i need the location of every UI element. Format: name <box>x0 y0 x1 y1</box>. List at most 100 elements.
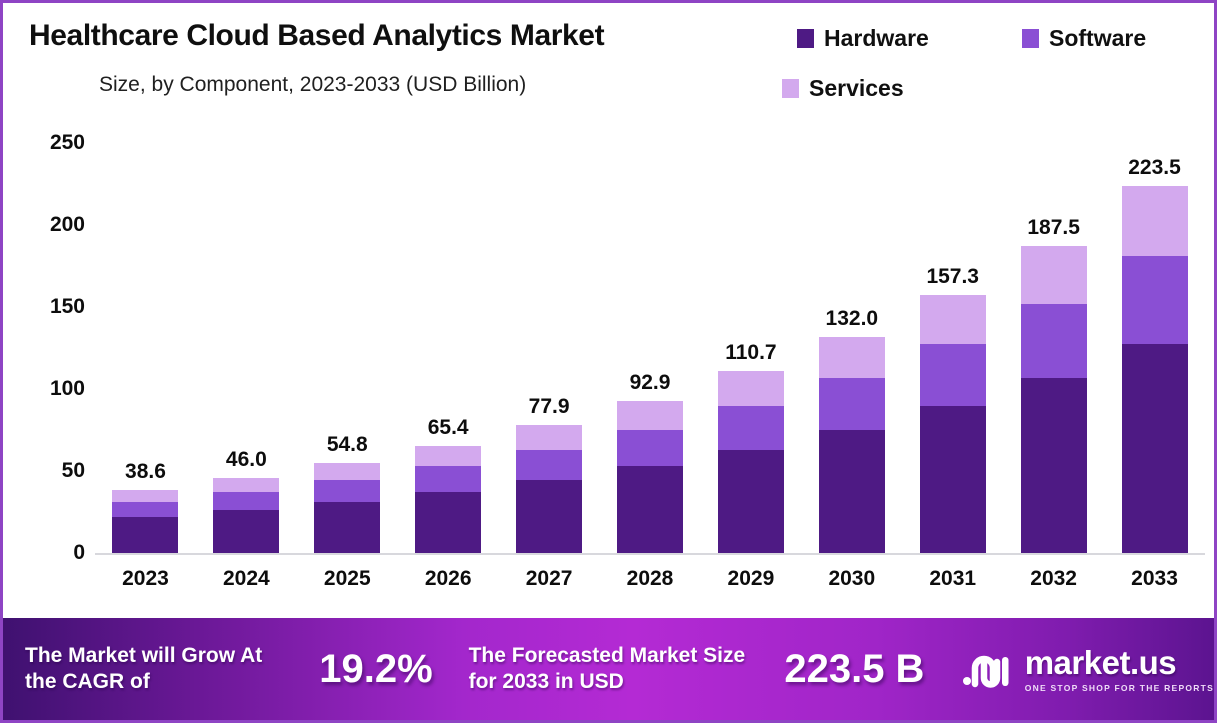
bar-segment-hardware[interactable] <box>213 510 280 553</box>
bar-segment-software[interactable] <box>818 377 885 430</box>
brand-logo: market.us ONE STOP SHOP FOR THE REPORTS <box>961 646 1214 693</box>
legend-swatch-icon <box>782 79 799 98</box>
bar-segment-software[interactable] <box>919 343 986 406</box>
bar-segment-services[interactable] <box>213 477 280 492</box>
bar-segment-hardware[interactable] <box>415 491 482 553</box>
stacked-bar[interactable] <box>919 295 986 553</box>
bar-segment-hardware[interactable] <box>112 516 179 553</box>
stacked-bar[interactable] <box>717 371 784 553</box>
bar-group: 54.8 <box>314 115 381 553</box>
stacked-bar[interactable] <box>213 477 280 553</box>
page-title: Healthcare Cloud Based Analytics Market <box>29 19 605 52</box>
stacked-bar[interactable] <box>112 489 179 553</box>
bar-segment-hardware[interactable] <box>617 466 683 553</box>
x-axis-tick-label: 2032 <box>1030 567 1077 590</box>
cagr-value: 19.2% <box>319 646 433 691</box>
bar-group: 187.5 <box>1020 115 1087 554</box>
y-axis-tick-label: 100 <box>49 377 85 400</box>
bar-segment-software[interactable] <box>415 466 482 492</box>
bar-total-label: 46.0 <box>225 447 267 471</box>
cagr-label: The Market will Grow At the CAGR of <box>25 644 263 693</box>
market-us-logo-icon <box>961 648 1015 690</box>
legend-item-software: Software <box>1022 25 1146 52</box>
bar-segment-hardware[interactable] <box>1121 344 1188 553</box>
bar-segment-services[interactable] <box>112 489 179 502</box>
bar-segment-hardware[interactable] <box>314 501 381 553</box>
bar-segment-hardware[interactable] <box>717 449 784 553</box>
bar-segment-hardware[interactable] <box>919 405 986 553</box>
x-axis-tick-label: 2024 <box>223 567 270 590</box>
legend-label: Services <box>809 75 904 101</box>
x-axis-tick-label: 2027 <box>525 567 573 590</box>
bar-segment-software[interactable] <box>112 501 179 517</box>
bar-segment-services[interactable] <box>717 371 784 406</box>
x-axis-tick-label: 2028 <box>626 567 674 590</box>
legend-swatch-icon <box>797 29 814 48</box>
brand-tagline: ONE STOP SHOP FOR THE REPORTS <box>1024 682 1214 693</box>
bar-segment-software[interactable] <box>314 480 381 502</box>
bar-group: 92.9 <box>617 115 683 553</box>
legend-label: Hardware <box>824 25 929 51</box>
bar-segment-software[interactable] <box>213 491 280 511</box>
stacked-bar[interactable] <box>1121 186 1188 553</box>
bar-segment-services[interactable] <box>617 400 683 430</box>
bar-segment-services[interactable] <box>516 425 583 450</box>
y-axis-tick-label: 0 <box>73 541 85 564</box>
stacked-bar[interactable] <box>314 463 381 553</box>
stacked-bar[interactable] <box>516 425 583 553</box>
bar-total-label: 157.3 <box>926 265 979 289</box>
x-axis-tick-label: 2033 <box>1131 567 1178 590</box>
bar-total-label: 65.4 <box>427 415 469 439</box>
bar-group: 65.4 <box>415 115 482 553</box>
bar-segment-services[interactable] <box>1020 245 1087 304</box>
bar-segment-software[interactable] <box>1121 256 1188 345</box>
x-axis-tick-label: 2030 <box>828 567 876 590</box>
bar-total-label: 54.8 <box>326 433 368 457</box>
bar-segment-hardware[interactable] <box>516 480 583 553</box>
bar-segment-software[interactable] <box>1020 303 1087 378</box>
stacked-bar[interactable] <box>617 400 683 553</box>
x-axis-line <box>95 553 1205 555</box>
bar-total-label: 92.9 <box>629 370 671 394</box>
chart-legend: Hardware Software Services <box>772 21 1192 111</box>
legend-label: Software <box>1049 25 1147 51</box>
bar-total-label: 110.7 <box>725 341 777 365</box>
bar-group: 46.0 <box>213 115 280 553</box>
plot-area: 0 50 100 150 200 250 38.6 46.0 54.8 65.4 77.9 92.9… <box>3 115 1214 615</box>
bar-segment-software[interactable] <box>717 405 784 450</box>
x-axis: 2023 2024 2025 2026 2027 2028 2029 2030 2031 2032… <box>95 563 1205 607</box>
bar-total-label: 187.5 <box>1027 215 1080 239</box>
bar-segment-hardware[interactable] <box>818 429 885 553</box>
x-axis-tick-label: 2031 <box>929 567 977 590</box>
chart-header: Healthcare Cloud Based Analytics Market … <box>3 3 1214 115</box>
bar-group: 38.6 <box>112 115 179 553</box>
y-axis-tick-label: 200 <box>49 213 85 236</box>
bar-segment-services[interactable] <box>415 445 482 467</box>
chart-subtitle: Size, by Component, 2023-2033 (USD Billi… <box>99 73 527 96</box>
bar-segment-software[interactable] <box>516 449 583 481</box>
x-axis-tick-label: 2026 <box>424 567 472 590</box>
legend-swatch-icon <box>1022 29 1039 48</box>
x-axis-tick-label: 2025 <box>323 567 371 590</box>
y-axis-tick-label: 250 <box>49 131 85 154</box>
bar-series-container: 38.6 46.0 54.8 65.4 77.9 92.9 110.7 132.0 157.3 1… <box>95 115 1205 553</box>
y-axis: 0 50 100 150 200 250 <box>3 115 95 564</box>
stacked-bar[interactable] <box>1020 245 1087 554</box>
bar-segment-services[interactable] <box>818 336 885 378</box>
y-axis-tick-label: 50 <box>61 459 85 482</box>
brand-name: market.us <box>1024 643 1177 681</box>
legend-item-hardware: Hardware <box>797 25 929 52</box>
bar-group: 223.5 <box>1121 115 1188 553</box>
brand-text: market.us ONE STOP SHOP FOR THE REPORTS <box>1025 646 1214 693</box>
bar-segment-services[interactable] <box>919 295 986 344</box>
stacked-bar[interactable] <box>415 445 482 553</box>
legend-item-services: Services <box>782 75 904 102</box>
bar-segment-hardware[interactable] <box>1020 377 1087 553</box>
bar-segment-software[interactable] <box>617 429 683 467</box>
bar-group: 132.0 <box>818 115 885 553</box>
forecast-value: 223.5 B <box>784 646 925 691</box>
bar-segment-services[interactable] <box>1121 186 1188 257</box>
bar-segment-services[interactable] <box>314 463 381 481</box>
stacked-bar[interactable] <box>818 336 885 553</box>
